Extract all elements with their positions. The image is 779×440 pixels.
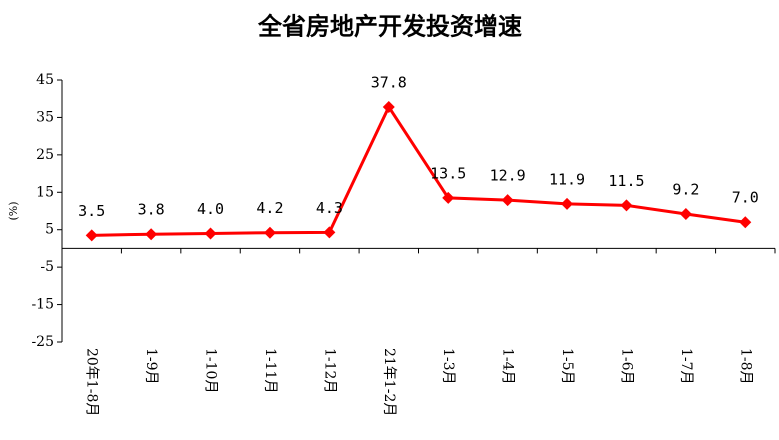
marker bbox=[85, 229, 98, 242]
data-label: 3.8 bbox=[138, 201, 165, 219]
marker bbox=[263, 226, 276, 239]
series-line bbox=[91, 103, 746, 237]
marker bbox=[442, 191, 455, 204]
x-tick-label: 1-3月 bbox=[440, 348, 456, 385]
marker bbox=[382, 100, 395, 113]
x-tick-label: 1-8月 bbox=[737, 348, 753, 385]
x-tick-label: 1-7月 bbox=[678, 348, 694, 385]
marker bbox=[323, 226, 336, 239]
x-tick-label: 1-10月 bbox=[203, 348, 219, 393]
y-tick-label: 45 bbox=[36, 72, 54, 88]
x-tick-label: 1-11月 bbox=[262, 348, 278, 393]
marker bbox=[501, 194, 514, 207]
data-label: 4.0 bbox=[197, 200, 224, 218]
data-label: 4.2 bbox=[256, 199, 283, 217]
x-tick-label: 21年1-2月 bbox=[381, 348, 397, 416]
data-label: 37.8 bbox=[371, 73, 407, 91]
y-tick-label: 15 bbox=[36, 184, 54, 200]
data-label: 12.9 bbox=[490, 167, 526, 185]
data-label: 11.9 bbox=[549, 170, 585, 188]
data-label: 11.5 bbox=[608, 172, 644, 190]
marker bbox=[739, 216, 752, 229]
x-tick-label: 1-12月 bbox=[321, 348, 337, 393]
y-axis-label: (%) bbox=[7, 201, 20, 220]
x-tick-label: 1-5月 bbox=[559, 348, 575, 385]
data-label: 9.2 bbox=[672, 180, 699, 198]
marker bbox=[145, 228, 158, 241]
marker bbox=[204, 227, 217, 240]
y-tick-label: 25 bbox=[36, 147, 54, 163]
y-tick-label: -25 bbox=[31, 334, 54, 350]
x-tick-label: 1-6月 bbox=[618, 348, 634, 385]
marker bbox=[679, 207, 692, 220]
x-tick-label: 1-9月 bbox=[143, 348, 159, 385]
data-label: 3.5 bbox=[78, 202, 105, 220]
y-tick-label: 5 bbox=[45, 222, 54, 238]
data-label: 13.5 bbox=[430, 164, 466, 182]
data-label: 7.0 bbox=[732, 189, 759, 207]
marker bbox=[561, 197, 574, 210]
x-tick-label: 20年1-8月 bbox=[84, 348, 100, 416]
data-label: 4.3 bbox=[316, 199, 343, 217]
marker bbox=[620, 199, 633, 212]
y-tick-label: -15 bbox=[31, 297, 54, 313]
y-tick-label: -5 bbox=[40, 259, 54, 275]
chart-title: 全省房地产开发投资增速 bbox=[257, 12, 522, 41]
y-tick-label: 35 bbox=[36, 109, 54, 125]
x-tick-label: 1-4月 bbox=[500, 348, 516, 385]
